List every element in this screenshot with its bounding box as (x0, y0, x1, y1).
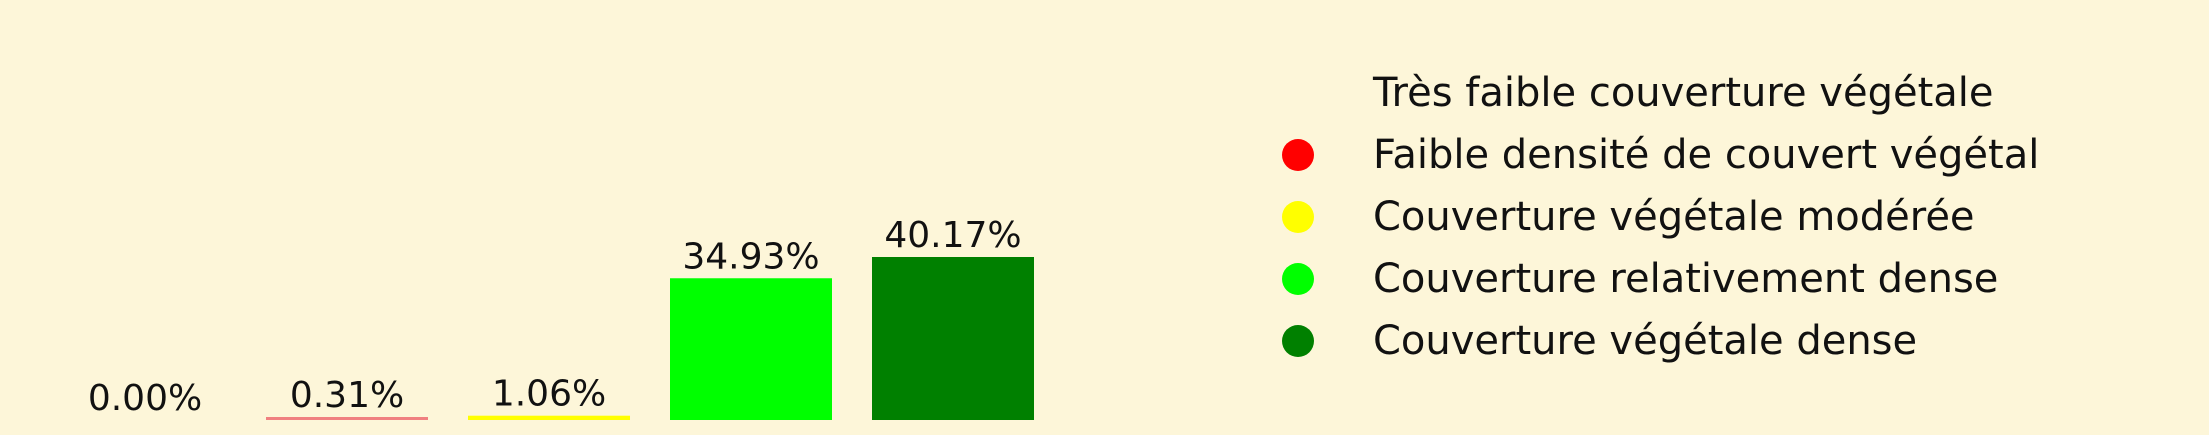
bar-4 (670, 278, 832, 420)
bar-value-label: 1.06% (492, 374, 606, 415)
legend-label: Couverture végétale modérée (1373, 194, 1975, 240)
bar-value-label: 0.31% (290, 375, 404, 416)
bar-5 (872, 257, 1034, 420)
legend-marker (1282, 139, 1314, 171)
bar-value-label: 40.17% (884, 215, 1021, 256)
legend-label: Faible densité de couvert végétal (1373, 132, 2039, 178)
legend: Très faible couverture végétale Faible de… (1282, 70, 2039, 364)
bar-value-label: 34.93% (682, 236, 819, 277)
legend-marker (1282, 263, 1314, 295)
legend-label: Très faible couverture végétale (1372, 70, 1994, 116)
legend-marker (1282, 325, 1314, 357)
legend-label: Couverture relativement dense (1373, 256, 1998, 302)
bar-2 (266, 417, 428, 420)
bar-label-group: 0.00% 0.31% 1.06% 34.93% 40.17% (88, 215, 1022, 419)
legend-label: Couverture végétale dense (1373, 318, 1917, 364)
bar-group (266, 257, 1034, 420)
legend-marker (1282, 77, 1314, 109)
bar-value-label: 0.00% (88, 378, 202, 419)
bar-3 (468, 415, 630, 420)
legend-marker (1282, 201, 1314, 233)
